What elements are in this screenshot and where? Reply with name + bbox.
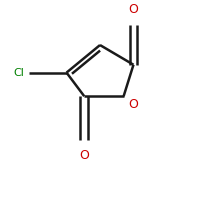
Text: O: O (129, 98, 138, 111)
Text: O: O (79, 149, 89, 162)
Text: Cl: Cl (14, 68, 25, 78)
Text: O: O (129, 3, 138, 16)
